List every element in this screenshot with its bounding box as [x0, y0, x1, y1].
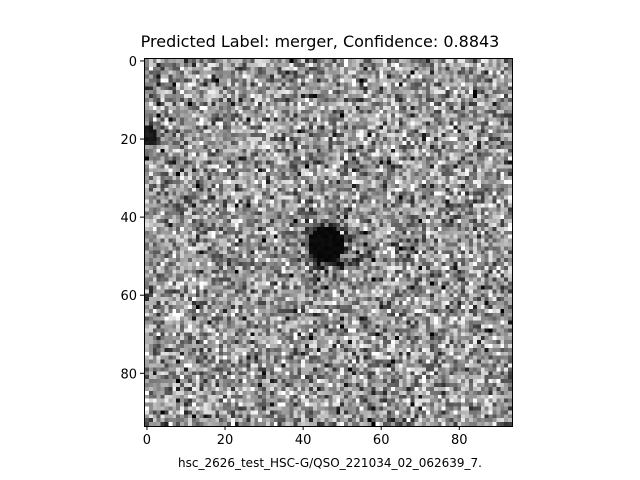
- x-axis-ticks: 0 20 40 60 80: [143, 426, 468, 448]
- y-tick-label: 40: [120, 211, 137, 226]
- x-tick-label: 80: [451, 433, 468, 448]
- x-tick-label: 20: [217, 433, 234, 448]
- y-tick-label: 20: [120, 133, 137, 148]
- x-tick-label: 40: [295, 433, 312, 448]
- plot-title: Predicted Label: merger, Confidence: 0.8…: [140, 32, 500, 51]
- y-axis-ticks: 0 20 40 60 80: [120, 55, 144, 382]
- x-tick-label: 60: [373, 433, 390, 448]
- x-axis-label: hsc_2626_test_HSC-G/QSO_221034_02_062639…: [177, 456, 482, 470]
- x-tick-label: 0: [143, 433, 151, 448]
- image-panel: [144, 58, 513, 427]
- y-tick-label: 80: [120, 367, 137, 382]
- y-tick-label: 60: [120, 289, 137, 304]
- galaxy-cutout-image: [145, 59, 512, 426]
- y-tick-label: 0: [129, 55, 137, 70]
